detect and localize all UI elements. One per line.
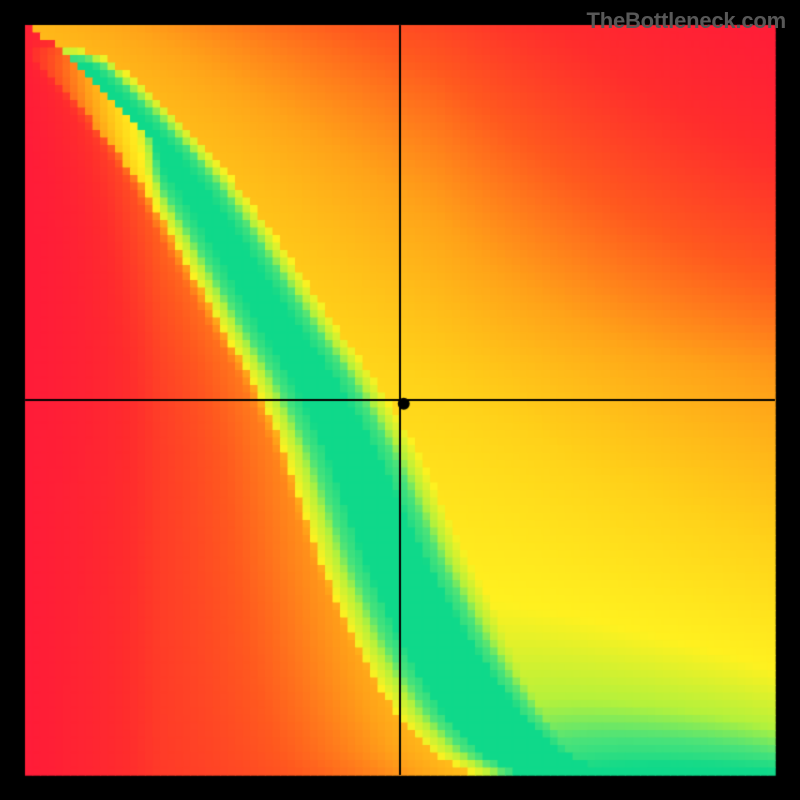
watermark-text: TheBottleneck.com: [586, 8, 786, 34]
chart-root: TheBottleneck.com: [0, 0, 800, 800]
overlay-canvas: [0, 0, 800, 800]
